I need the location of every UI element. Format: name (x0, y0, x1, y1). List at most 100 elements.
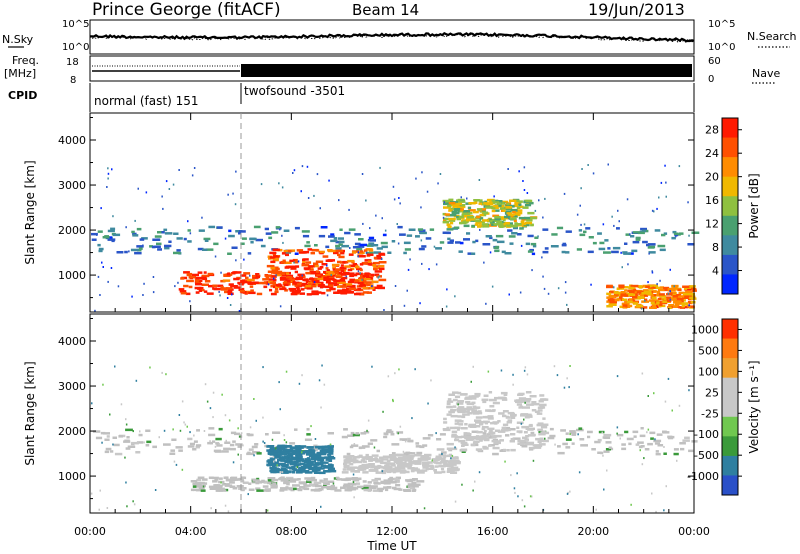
echo-cell (472, 406, 481, 409)
noise-cell (165, 373, 167, 376)
noise-cell (301, 451, 303, 454)
echo-cell (335, 240, 341, 244)
echo-cell (364, 465, 371, 469)
echo-cell (223, 447, 231, 451)
noise-cell (663, 446, 665, 448)
echo-cell (668, 304, 675, 307)
echo-cell (280, 467, 286, 470)
echo-cell (111, 239, 115, 243)
echo-cell (636, 295, 645, 299)
echo-cell (376, 254, 382, 258)
echo-cell (214, 477, 218, 480)
echo-cell (149, 245, 154, 248)
echo-cell (488, 436, 493, 439)
echo-cell (214, 450, 222, 453)
echo-cell (433, 458, 440, 462)
echo-cell (439, 433, 446, 436)
echo-cell (367, 239, 372, 242)
echo-cell (464, 423, 468, 426)
noise-cell (111, 168, 113, 171)
echo-cell (347, 434, 355, 437)
echo-cell (457, 415, 462, 418)
echo-cell (176, 237, 183, 240)
noise-cell (626, 198, 629, 201)
echo-cell (622, 298, 628, 301)
echo-cell (118, 435, 123, 438)
noise-cell (158, 436, 160, 439)
echo-cell (658, 288, 665, 292)
echo-cell (98, 247, 104, 251)
echo-cell (289, 480, 297, 483)
noise-cell (380, 258, 383, 260)
freq-block-twofsound (241, 64, 692, 77)
echo-cell (322, 480, 329, 484)
noise-cell (508, 217, 510, 220)
noise-cell (392, 185, 395, 188)
echo-cell (393, 467, 401, 471)
echo-cell (620, 294, 629, 297)
echo-cell (661, 233, 666, 237)
echo-cell (447, 204, 452, 208)
echo-cell (373, 481, 379, 485)
echo-cell (487, 198, 495, 202)
echo-cell (240, 480, 245, 483)
date-label: 19/Jun/2013 (588, 0, 685, 19)
echo-cell (442, 220, 449, 224)
echo-cell (229, 481, 235, 484)
echo-cell (383, 435, 388, 439)
echo-cell (516, 426, 520, 429)
noise-cell (359, 272, 361, 275)
echo-cell (641, 292, 648, 295)
echo-cell (195, 282, 203, 286)
echo-cell (263, 285, 268, 289)
echo-cell (627, 300, 633, 304)
echo-cell (323, 461, 329, 464)
echo-cell (443, 206, 451, 209)
echo-cell (306, 480, 312, 483)
echo-cell (435, 461, 442, 465)
echo-cell (243, 280, 248, 284)
echo-cell (478, 224, 484, 227)
echo-cell (273, 255, 278, 258)
echo-cell (407, 467, 415, 470)
nsky-label: N.Sky (2, 33, 34, 46)
echo-cell (319, 250, 325, 254)
noise-cell (583, 223, 586, 226)
y-tick-label: 1000 (58, 470, 86, 483)
echo-cell (260, 244, 266, 248)
echo-cell (284, 289, 288, 292)
echo-cell (606, 305, 613, 308)
noise-cell (643, 457, 645, 460)
noise-cell (688, 304, 690, 307)
colorbar-tick-label: 100 (698, 365, 719, 378)
echo-cell (335, 244, 340, 248)
cpid-segment-normal: normal (fast) 151 (94, 94, 198, 108)
echo-cell (350, 431, 355, 435)
echo-cell (479, 435, 486, 438)
echo-cell (189, 442, 195, 446)
echo-cell (145, 429, 151, 432)
noise-cell (522, 180, 524, 182)
echo-cell (209, 441, 213, 445)
echo-cell (104, 235, 109, 238)
echo-cell (524, 416, 530, 419)
noise-cell (220, 481, 222, 484)
echo-cell (460, 427, 468, 430)
echo-cell (396, 454, 404, 457)
echo-cell (406, 479, 413, 483)
colorbar-segment (722, 455, 738, 476)
echo-cell (344, 464, 350, 467)
echo-cell (238, 232, 242, 235)
noise-cell (181, 468, 184, 471)
echo-cell (183, 284, 189, 288)
echo-cell (423, 457, 431, 460)
echo-cell (338, 281, 346, 285)
echo-cell (691, 231, 700, 234)
echo-cell (474, 201, 478, 204)
echo-cell (413, 468, 419, 471)
noise-cell (651, 209, 654, 212)
noise-cell (338, 476, 340, 479)
noise-cell (430, 379, 432, 382)
echo-cell (659, 248, 666, 252)
noise-cell (279, 228, 281, 231)
